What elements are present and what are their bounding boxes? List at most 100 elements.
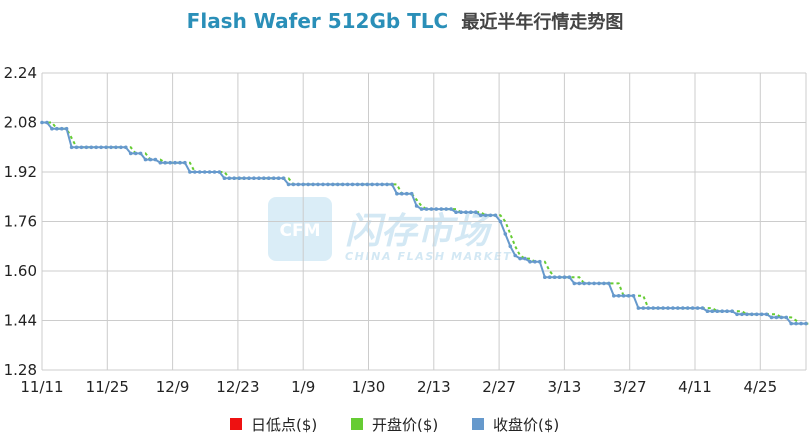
legend-label-low: 日低点($) [251,416,317,434]
x-tick-label: 11/11 [20,378,63,396]
close-point [365,182,370,187]
close-point [197,170,202,174]
close-point [409,191,414,196]
close-point [158,160,163,165]
close-point [700,306,705,310]
close-point [178,160,182,165]
legend-label-close: 收盘价($) [493,416,559,434]
close-point [572,281,577,286]
close-point [301,182,306,187]
close-point [173,160,177,165]
close-point [557,275,562,280]
close-point [59,126,64,131]
close-point [636,306,641,310]
close-point [454,210,458,214]
close-point [247,176,251,180]
close-point [538,259,542,264]
close-point [690,306,695,310]
close-point [400,191,404,196]
close-point [745,312,749,317]
chart-title: Flash Wafer 512Gb TLC 最近半年行情走势图 [187,9,624,33]
close-point [764,312,769,317]
close-point [754,312,759,317]
close-point [759,312,764,317]
close-point [242,176,246,180]
close-point [459,210,463,214]
y-tick-label: 1.44 [4,312,37,330]
close-point [547,275,552,280]
close-point [769,315,774,320]
close-point [567,275,572,280]
x-axis: 11/11 11/25 12/9 12/23 1/9 1/30 2/13 2/27 3/13 3/… [20,378,777,396]
close-point [138,151,143,156]
close-point [626,294,631,298]
close-point [730,309,734,314]
close-point [296,182,301,187]
close-point [414,204,419,208]
legend-swatch-low [230,418,242,430]
close-point [385,182,389,187]
watermark-logo-box [268,197,332,261]
close-point [621,294,626,298]
close-point [321,182,325,187]
close-point [631,294,636,298]
close-point [266,176,271,180]
close-point [666,306,670,310]
close-point [217,170,222,174]
close-point [335,182,340,187]
watermark-en-text: CHINA FLASH MARKET [345,250,512,263]
close-point [685,306,690,310]
close-point [276,176,281,180]
close-point [360,182,365,187]
close-point [503,232,508,236]
x-tick-label: 1/9 [291,378,315,396]
y-tick-label: 1.60 [4,262,37,280]
x-tick-label: 3/13 [548,378,582,396]
legend-item-low[interactable]: 日低点($) [230,416,317,434]
close-point [469,210,473,214]
close-point [212,170,217,174]
close-point [474,210,478,214]
close-point [148,157,153,162]
close-point [799,321,803,326]
close-point [794,321,798,326]
x-tick-label: 12/23 [216,378,259,396]
close-point [478,213,483,218]
close-point [193,170,197,174]
close-point [779,315,784,320]
legend-item-open[interactable]: 开盘价($) [351,416,438,434]
close-point [306,182,311,187]
close-point [661,306,665,310]
close-point [345,182,350,187]
close-point [109,145,113,150]
close-point [183,160,187,165]
close-point [64,126,69,131]
close-point [804,321,808,326]
legend-item-close[interactable]: 收盘价($) [472,416,559,434]
close-point [676,306,680,310]
y-tick-label: 1.92 [4,163,37,181]
y-tick-label: 2.24 [4,64,37,82]
close-point [740,312,744,317]
close-point [449,207,453,211]
close-point [493,213,498,218]
close-point [79,145,84,150]
close-point [370,182,375,187]
close-point [128,151,133,156]
close-point [311,182,315,187]
series-layer [40,120,811,326]
close-point [232,176,236,180]
close-point [281,176,286,180]
close-point [789,321,793,326]
x-tick-label: 1/30 [352,378,386,396]
close-point [720,309,724,314]
close-point [69,145,74,150]
close-point [656,306,660,310]
close-point [316,182,320,187]
x-tick-label: 11/25 [86,378,129,396]
close-point [404,191,409,196]
close-point [84,145,89,150]
close-point [262,176,266,180]
close-point [133,151,138,156]
close-point [45,120,49,125]
